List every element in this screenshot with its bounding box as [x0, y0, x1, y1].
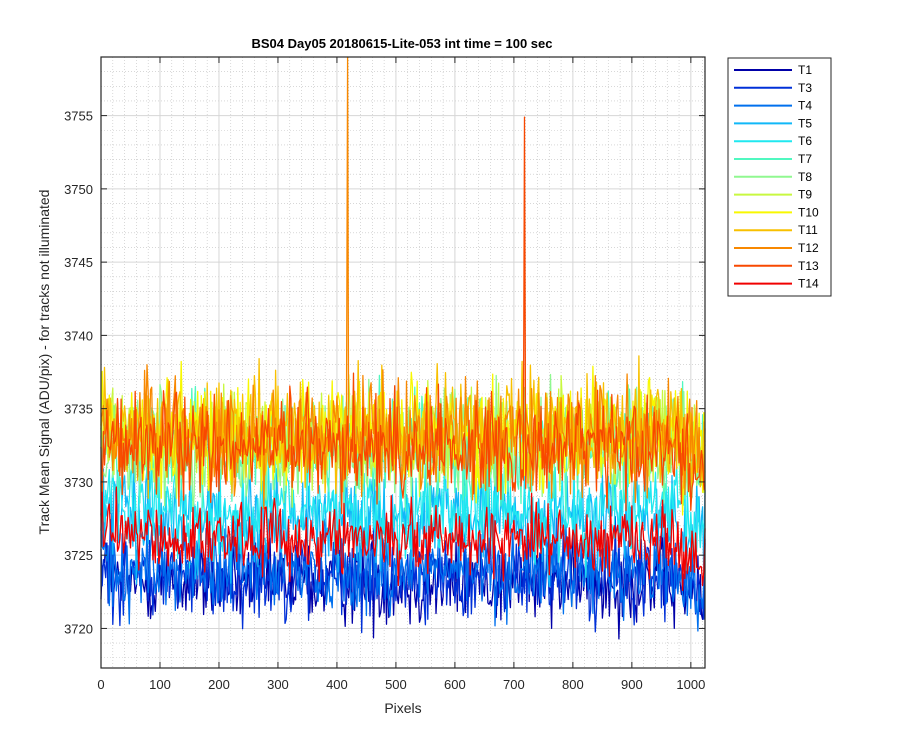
legend-label-T12: T12 [798, 241, 819, 255]
y-tick-label: 3735 [64, 402, 93, 417]
legend: T1 T3 T4 T5 T6 T7 T8 T9 T10 T11 T12 T13 T14 [727, 57, 832, 297]
legend-label-T14: T14 [798, 277, 819, 291]
y-tick-label: 3755 [64, 109, 93, 124]
y-tick-label: 3720 [64, 621, 93, 636]
legend-label-T11: T11 [798, 223, 818, 237]
x-tick-label: 300 [267, 677, 289, 692]
x-tick-label: 200 [208, 677, 230, 692]
x-tick-label: 700 [503, 677, 525, 692]
legend-label-T9: T9 [798, 188, 812, 202]
legend-label-T1: T1 [798, 63, 812, 77]
x-tick-label: 600 [444, 677, 466, 692]
legend-items: T1 T3 T4 T5 T6 T7 T8 T9 T10 T11 T12 T13 T14 [734, 63, 819, 291]
legend-label-T3: T3 [798, 81, 812, 95]
legend-label-T6: T6 [798, 134, 812, 148]
series-line-T3 [100, 515, 706, 634]
series-line-T4 [100, 513, 706, 632]
plot-area [100, 56, 706, 669]
series-line-T13 [100, 116, 706, 515]
y-axis-label: Track Mean Signal (ADU/pix) - for tracks… [36, 190, 52, 535]
legend-label-T8: T8 [798, 170, 812, 184]
y-tick-label: 3725 [64, 548, 93, 563]
x-tick-label: 900 [621, 677, 643, 692]
legend-label-T5: T5 [798, 116, 812, 130]
x-tick-label: 1000 [676, 677, 705, 692]
legend-label-T13: T13 [798, 259, 819, 273]
series-line-T14 [100, 486, 706, 592]
x-axis-label: Pixels [384, 700, 421, 716]
series-lines [100, 56, 706, 640]
y-tick-label: 3750 [64, 182, 93, 197]
y-tick-label: 3745 [64, 255, 93, 270]
x-tick-label: 100 [149, 677, 171, 692]
y-tick-label: 3740 [64, 328, 93, 343]
y-tick-labels: 3720 3725 3730 3735 3740 3745 3750 3755 [64, 109, 93, 637]
legend-label-T4: T4 [798, 99, 812, 113]
x-tick-label: 800 [562, 677, 584, 692]
x-tick-label: 400 [326, 677, 348, 692]
x-tick-labels: 0 100 200 300 400 500 600 700 800 900 1000 [97, 677, 705, 692]
chart-title: BS04 Day05 20180615-Lite-053 int time = … [252, 36, 553, 51]
legend-label-T7: T7 [798, 152, 812, 166]
y-tick-label: 3730 [64, 475, 93, 490]
plot-frame [100, 56, 706, 669]
x-tick-label: 0 [97, 677, 104, 692]
x-tick-label: 500 [385, 677, 407, 692]
legend-label-T10: T10 [798, 205, 819, 219]
tick-marks [100, 57, 705, 668]
